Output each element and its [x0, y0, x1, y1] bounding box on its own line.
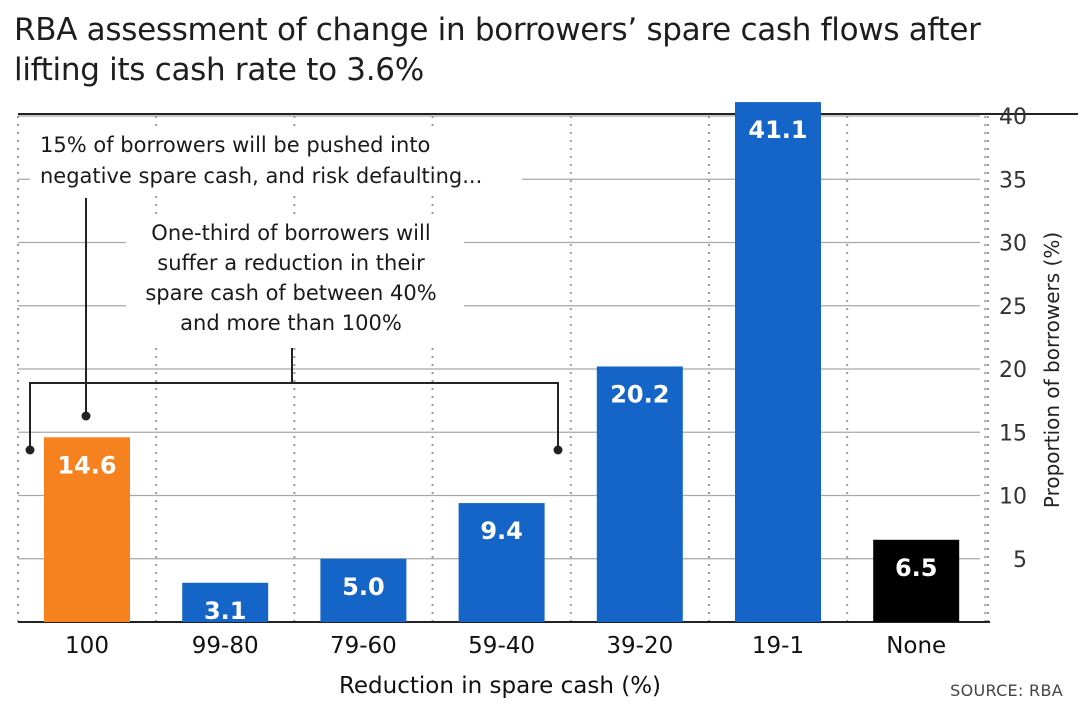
annotation-text-reduction: and more than 100%: [180, 311, 402, 335]
annotation-text-negative: negative spare cash, and risk defaulting…: [40, 164, 482, 188]
y-tick-label: 5: [1013, 548, 1027, 573]
y-tick-label: 20: [999, 358, 1027, 383]
bar-value-label: 5.0: [342, 573, 385, 601]
bar: [44, 437, 130, 622]
y-tick-label: 40: [999, 105, 1027, 130]
annotation-bg: [30, 126, 522, 192]
x-tick-label: None: [886, 633, 946, 659]
annotation-text-negative: 15% of borrowers will be pushed into: [40, 133, 430, 157]
annotations: 15% of borrowers will be pushed into nega…: [25, 126, 563, 455]
y-axis-label: Proportion of borrowers (%): [1040, 232, 1064, 508]
bracket: [29, 382, 559, 449]
y-tick-label: 30: [999, 232, 1027, 257]
bar: [182, 582, 269, 622]
y-tick-label: 15: [999, 421, 1027, 446]
bars: 14.6 3.1 5.0 9.4 20.2 41.1 6.5: [44, 102, 960, 625]
x-tick-label: 79-60: [330, 633, 397, 659]
annotation-text-reduction: One-third of borrowers will: [151, 221, 430, 245]
chart-title: RBA assessment of change in borrowers’ s…: [14, 12, 981, 88]
x-axis-label: Reduction in spare cash (%): [339, 673, 661, 699]
y-tick-label: 10: [999, 485, 1027, 510]
annotation-dot: [81, 411, 91, 421]
bar: [458, 503, 545, 622]
bracket-dot-right: [553, 445, 563, 455]
bar: [873, 539, 960, 622]
bar: [320, 558, 407, 622]
bar-value-label: 9.4: [480, 517, 523, 545]
annotation-text-reduction: spare cash of between 40%: [145, 281, 436, 305]
bar-value-label: 14.6: [57, 451, 116, 479]
bar-value-label: 41.1: [748, 116, 807, 144]
bar: [735, 102, 821, 622]
y-tick-label: 25: [999, 295, 1027, 320]
x-tick-label: 59-40: [468, 633, 535, 659]
x-tick-label: 19-1: [752, 633, 804, 659]
annotation-bg: [126, 216, 464, 342]
x-tick-label: 39-20: [606, 633, 673, 659]
bracket-dot-left: [25, 445, 35, 455]
annotation-text-reduction: suffer a reduction in their: [157, 251, 425, 275]
source-note: SOURCE: RBA: [950, 681, 1063, 700]
x-tick-label: 99-80: [192, 633, 259, 659]
bar: [596, 366, 683, 622]
bar-value-label: 3.1: [204, 597, 247, 625]
x-tick-label: 100: [65, 633, 109, 659]
y-tick-label: 35: [999, 168, 1027, 193]
x-axis-categories: 100 99-80 79-60 59-40 39-20 19-1 None: [65, 633, 946, 659]
y-axis-ticks: 5 10 15 20 25 30 35 40: [999, 105, 1027, 573]
bar-value-label: 6.5: [895, 554, 938, 582]
bar-value-label: 20.2: [610, 380, 669, 408]
